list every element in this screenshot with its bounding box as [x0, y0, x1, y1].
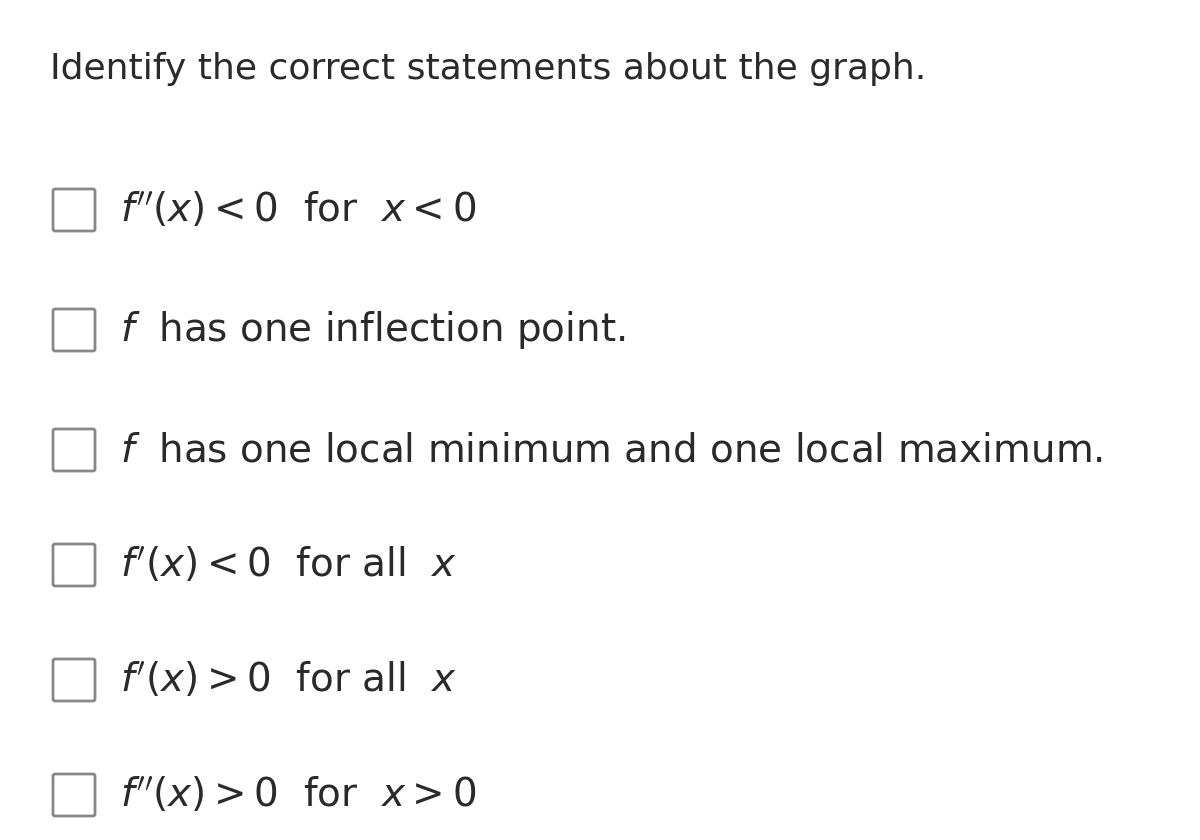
FancyBboxPatch shape: [53, 189, 95, 231]
Text: $f'(x) > 0$  for all  $x$: $f'(x) > 0$ for all $x$: [120, 660, 457, 700]
FancyBboxPatch shape: [53, 429, 95, 471]
Text: $f$  has one inflection point.: $f$ has one inflection point.: [120, 309, 625, 351]
Text: $f'(x) < 0$  for all  $x$: $f'(x) < 0$ for all $x$: [120, 545, 457, 585]
FancyBboxPatch shape: [53, 309, 95, 351]
Text: $f''(x) > 0$  for  $x > 0$: $f''(x) > 0$ for $x > 0$: [120, 775, 476, 815]
FancyBboxPatch shape: [53, 774, 95, 816]
FancyBboxPatch shape: [53, 659, 95, 701]
Text: $f$  has one local minimum and one local maximum.: $f$ has one local minimum and one local …: [120, 431, 1103, 469]
Text: $f''(x) < 0$  for  $x < 0$: $f''(x) < 0$ for $x < 0$: [120, 191, 476, 229]
Text: Identify the correct statements about the graph.: Identify the correct statements about th…: [50, 52, 926, 86]
FancyBboxPatch shape: [53, 544, 95, 586]
